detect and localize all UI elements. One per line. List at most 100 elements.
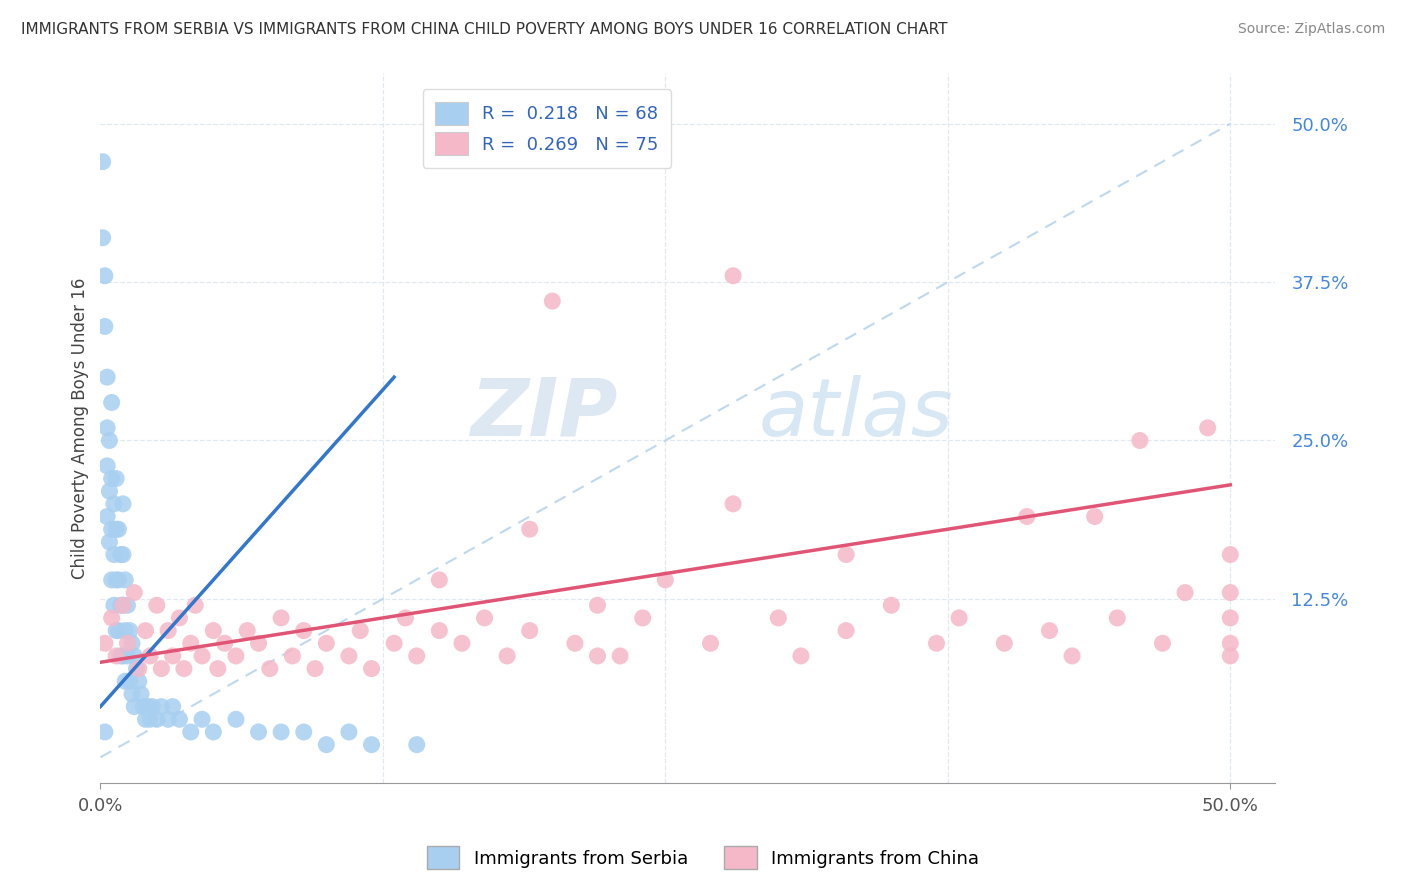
Point: [105, 522, 128, 536]
Point: [121, 636, 143, 650]
Point: [202, 624, 225, 638]
Point: [122, 699, 145, 714]
Point: [105, 573, 128, 587]
Point: [180, 636, 202, 650]
Point: [721, 497, 744, 511]
Point: [360, 662, 382, 676]
Point: [236, 624, 259, 638]
Point: [1219, 636, 1241, 650]
Point: [100, 611, 122, 625]
Point: [157, 624, 180, 638]
Point: [146, 712, 169, 726]
Point: [129, 687, 152, 701]
Legend: Immigrants from Serbia, Immigrants from China: Immigrants from Serbia, Immigrants from …: [418, 838, 988, 879]
Point: [270, 725, 292, 739]
Point: [111, 599, 134, 613]
Point: [835, 624, 858, 638]
Point: [1038, 624, 1060, 638]
Point: [1219, 585, 1241, 599]
Point: [519, 522, 541, 536]
Point: [150, 699, 173, 714]
Point: [150, 662, 173, 676]
Point: [427, 573, 450, 587]
Point: [993, 636, 1015, 650]
Point: [1174, 585, 1197, 599]
Point: [103, 497, 125, 511]
Point: [214, 636, 236, 650]
Point: [139, 712, 162, 726]
Point: [157, 712, 180, 726]
Point: [125, 662, 148, 676]
Point: [609, 648, 631, 663]
Point: [541, 294, 564, 309]
Point: [105, 648, 128, 663]
Point: [1219, 548, 1241, 562]
Point: [880, 599, 903, 613]
Point: [180, 725, 202, 739]
Point: [1197, 421, 1219, 435]
Point: [107, 522, 129, 536]
Point: [122, 585, 145, 599]
Point: [225, 648, 247, 663]
Point: [202, 725, 225, 739]
Point: [948, 611, 970, 625]
Point: [451, 636, 474, 650]
Point: [96, 458, 118, 473]
Point: [100, 522, 122, 536]
Point: [519, 624, 541, 638]
Point: [1062, 648, 1084, 663]
Text: IMMIGRANTS FROM SERBIA VS IMMIGRANTS FROM CHINA CHILD POVERTY AMONG BOYS UNDER 1: IMMIGRANTS FROM SERBIA VS IMMIGRANTS FRO…: [21, 22, 948, 37]
Point: [654, 573, 676, 587]
Point: [925, 636, 948, 650]
Point: [162, 699, 184, 714]
Point: [96, 509, 118, 524]
Point: [96, 421, 118, 435]
Point: [586, 648, 609, 663]
Point: [114, 624, 136, 638]
Point: [141, 699, 163, 714]
Point: [96, 370, 118, 384]
Text: Source: ZipAtlas.com: Source: ZipAtlas.com: [1237, 22, 1385, 37]
Point: [162, 648, 184, 663]
Point: [114, 573, 136, 587]
Point: [292, 725, 315, 739]
Point: [564, 636, 586, 650]
Text: atlas: atlas: [758, 375, 953, 452]
Point: [118, 674, 141, 689]
Point: [107, 624, 129, 638]
Point: [111, 548, 134, 562]
Point: [586, 599, 609, 613]
Point: [631, 611, 654, 625]
Point: [496, 648, 519, 663]
Point: [191, 648, 214, 663]
Point: [225, 712, 247, 726]
Point: [94, 636, 117, 650]
Point: [1219, 611, 1241, 625]
Point: [768, 611, 790, 625]
Point: [139, 648, 162, 663]
Point: [337, 725, 360, 739]
Point: [270, 611, 292, 625]
Point: [184, 599, 207, 613]
Point: [281, 648, 304, 663]
Point: [169, 712, 191, 726]
Point: [349, 624, 371, 638]
Point: [136, 699, 159, 714]
Point: [427, 624, 450, 638]
Point: [117, 599, 139, 613]
Point: [146, 599, 169, 613]
Point: [405, 738, 427, 752]
Point: [169, 611, 191, 625]
Point: [1084, 509, 1107, 524]
Y-axis label: Child Poverty Among Boys Under 16: Child Poverty Among Boys Under 16: [72, 277, 89, 579]
Point: [98, 434, 121, 448]
Point: [135, 624, 157, 638]
Point: [100, 395, 122, 409]
Point: [107, 573, 129, 587]
Point: [122, 648, 145, 663]
Point: [315, 636, 337, 650]
Point: [100, 573, 122, 587]
Point: [721, 268, 744, 283]
Point: [360, 738, 382, 752]
Point: [118, 624, 141, 638]
